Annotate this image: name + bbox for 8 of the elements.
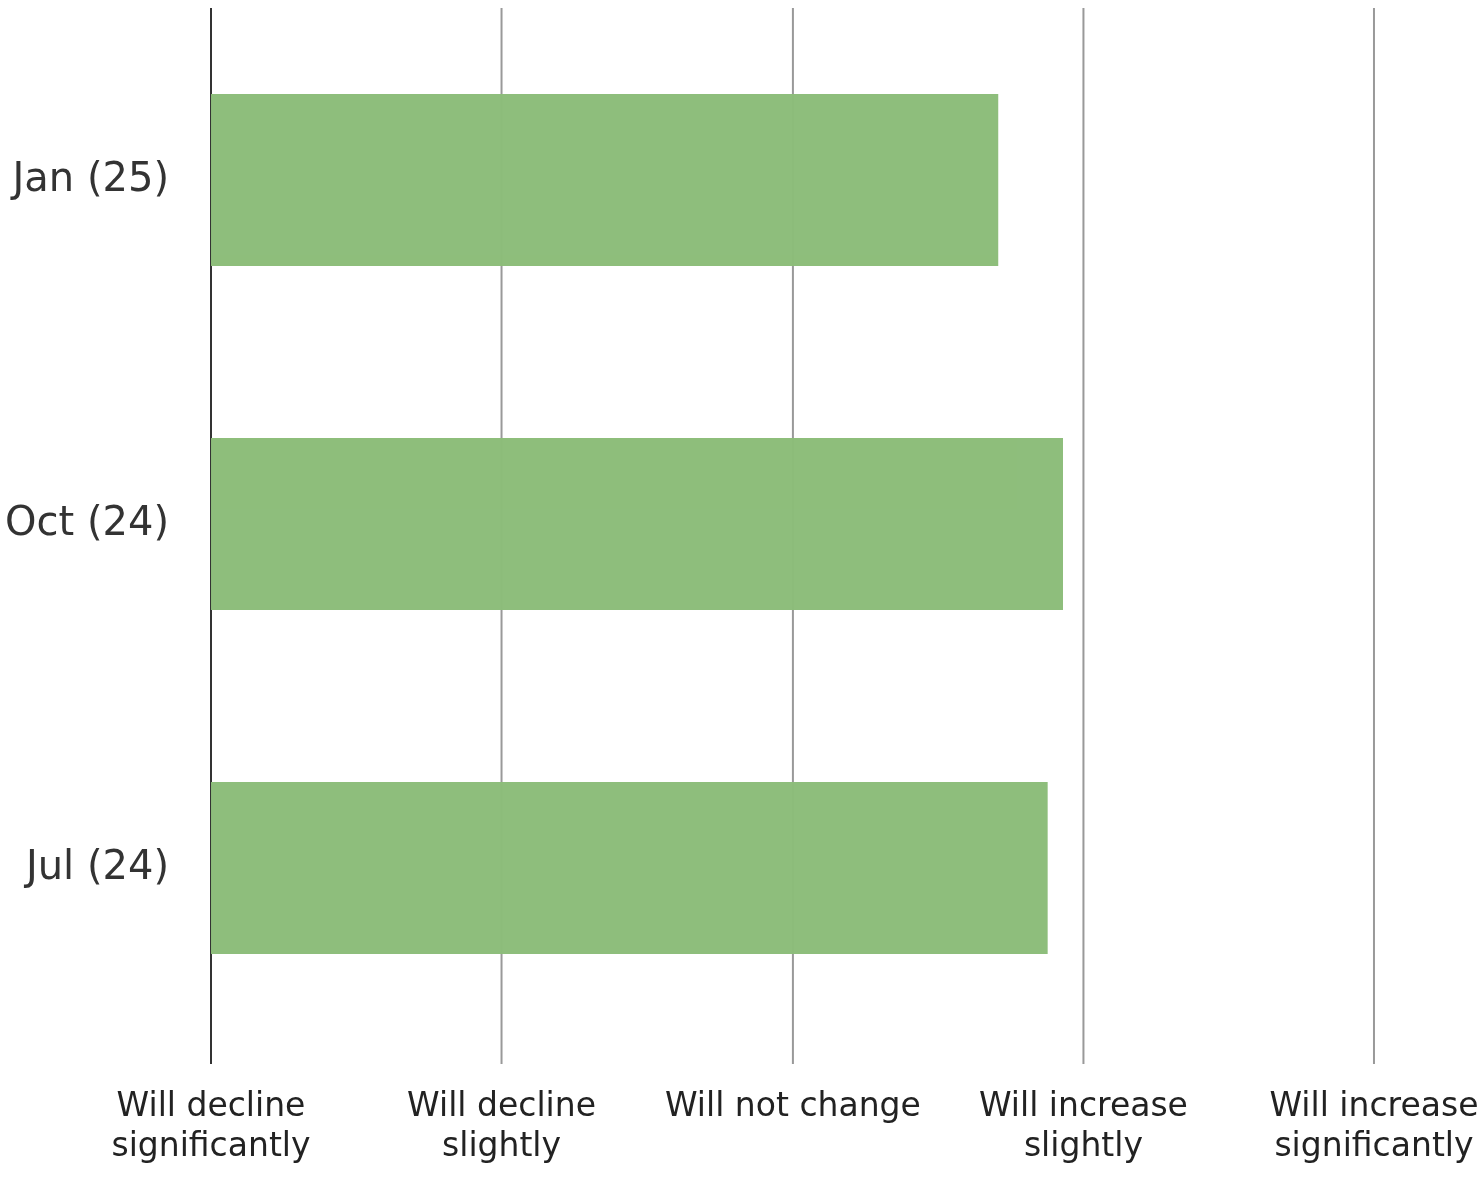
ref-line-label: Will increase slightly: [978, 1085, 1188, 1164]
ref-line-label: Will increase significantly: [1269, 1085, 1479, 1164]
y-tick-label: Jan (25): [9, 154, 169, 200]
y-tick-label: Oct (24): [5, 498, 169, 544]
ref-line-label: Will not change: [664, 1085, 921, 1124]
ref-line-label: Will decline slightly: [407, 1085, 596, 1164]
y-tick-label: Jul (24): [22, 842, 169, 888]
text: Will decline significantly: [111, 1085, 311, 1164]
